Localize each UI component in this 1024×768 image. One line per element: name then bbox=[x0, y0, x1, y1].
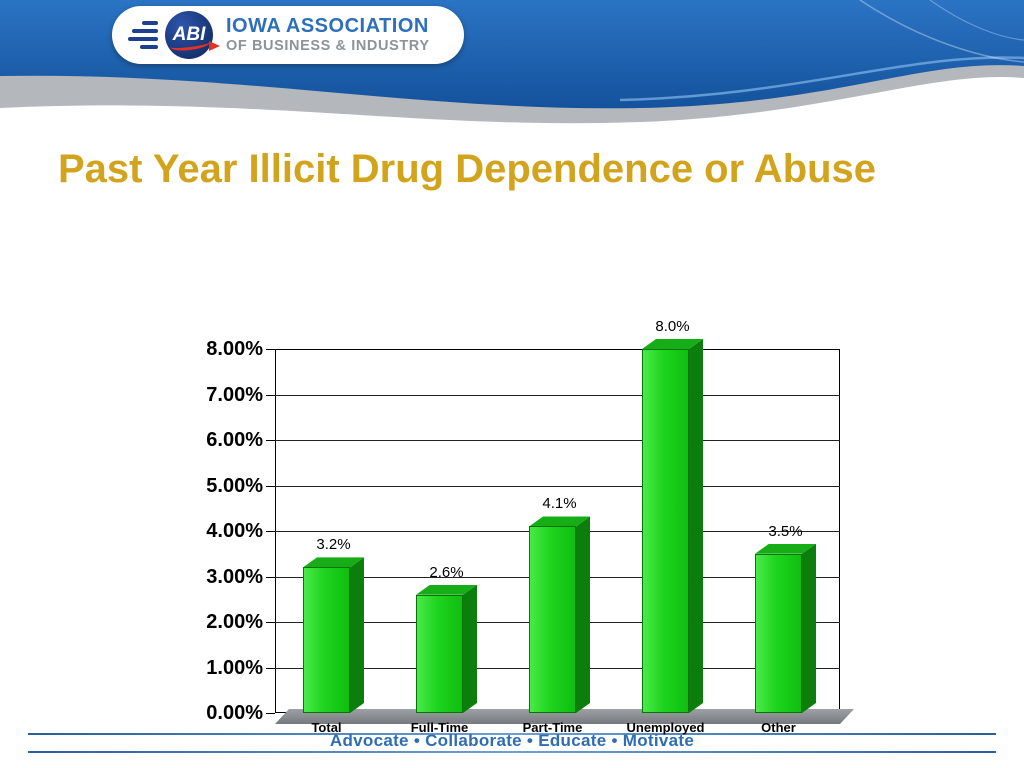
bar-side-face bbox=[576, 516, 590, 713]
bar-value-label: 3.2% bbox=[316, 536, 351, 554]
y-axis-tick bbox=[266, 667, 275, 669]
bar-value-label: 8.0% bbox=[655, 318, 690, 335]
abi-logo-icon: ABI bbox=[165, 11, 220, 59]
y-axis-tick bbox=[266, 349, 275, 350]
y-axis-tick-label: 8.00% bbox=[206, 338, 263, 360]
bar-chart: 8.00% 7.00% 6.00% 5.00% 4.00% 3.00% 2.00% 1.00%… bbox=[185, 318, 895, 755]
abi-logo-text: ABI bbox=[172, 24, 206, 45]
footer-tagline: Advocate • Collaborate • Educate • Motiv… bbox=[329, 731, 695, 750]
bar bbox=[529, 526, 576, 713]
y-axis-tick-label: 4.00% bbox=[206, 520, 263, 542]
bar bbox=[303, 567, 350, 713]
bar-value-label: 4.1% bbox=[542, 495, 577, 513]
y-axis-tick bbox=[266, 622, 275, 623]
bar-top-face bbox=[529, 516, 590, 526]
gridline bbox=[275, 485, 840, 487]
logo-speed-lines-icon bbox=[128, 21, 158, 49]
org-name: IOWA ASSOCIATION bbox=[226, 15, 429, 38]
y-axis-tick-label: 7.00% bbox=[206, 383, 263, 406]
abi-logo-arrow-icon bbox=[209, 41, 220, 51]
x-axis-label: Other bbox=[761, 720, 796, 735]
gridline bbox=[275, 394, 840, 396]
y-axis-tick bbox=[266, 440, 275, 441]
logo-plate: ABI IOWA ASSOCIATION OF BUSINESS & INDUS… bbox=[112, 6, 464, 64]
y-axis-tick-label: 2.00% bbox=[206, 611, 263, 633]
gridline bbox=[275, 440, 840, 441]
bar bbox=[416, 594, 463, 713]
y-axis-tick bbox=[266, 485, 275, 487]
y-axis-tick bbox=[266, 576, 275, 578]
y-axis-tick-label: 6.00% bbox=[206, 429, 263, 451]
y-axis-tick bbox=[266, 394, 275, 396]
wave-corner-arc-2 bbox=[929, 0, 1024, 41]
x-axis-label: Full-Time bbox=[410, 720, 469, 735]
bar-side-face bbox=[802, 544, 816, 713]
y-axis-tick-label: 3.00% bbox=[206, 565, 263, 588]
bar-side-face bbox=[463, 585, 477, 713]
y-axis-tick-label: 5.00% bbox=[206, 474, 263, 497]
page-title: Past Year Illicit Drug Dependence or Abu… bbox=[58, 147, 877, 191]
y-axis-tick-label: 0.00% bbox=[206, 702, 263, 724]
bar-top-face bbox=[416, 585, 477, 595]
bar-value-label: 3.5% bbox=[768, 522, 803, 540]
wave-highlight-arc bbox=[619, 56, 1024, 102]
x-axis-label: Unemployed bbox=[626, 720, 705, 735]
y-axis-tick-label: 1.00% bbox=[206, 656, 263, 679]
footer-divider-top bbox=[28, 733, 996, 735]
bar-top-face bbox=[303, 557, 364, 567]
bar bbox=[642, 349, 689, 713]
org-name-block: IOWA ASSOCIATION OF BUSINESS & INDUSTRY bbox=[226, 15, 430, 55]
bar bbox=[755, 553, 802, 713]
x-axis-label: Part-Time bbox=[522, 720, 583, 735]
wave-corner-arc bbox=[859, 0, 1024, 63]
y-axis-tick bbox=[266, 713, 275, 714]
bar-top-face bbox=[755, 544, 816, 554]
footer-divider-bottom bbox=[28, 751, 996, 753]
bar-side-face bbox=[689, 339, 703, 713]
org-subtitle: OF BUSINESS & INDUSTRY bbox=[226, 38, 430, 55]
y-axis-tick bbox=[266, 531, 275, 532]
x-axis-label: Total bbox=[311, 720, 342, 735]
bar-side-face bbox=[350, 557, 364, 713]
bar-value-label: 2.6% bbox=[429, 563, 464, 581]
bar-top-face bbox=[642, 339, 703, 349]
